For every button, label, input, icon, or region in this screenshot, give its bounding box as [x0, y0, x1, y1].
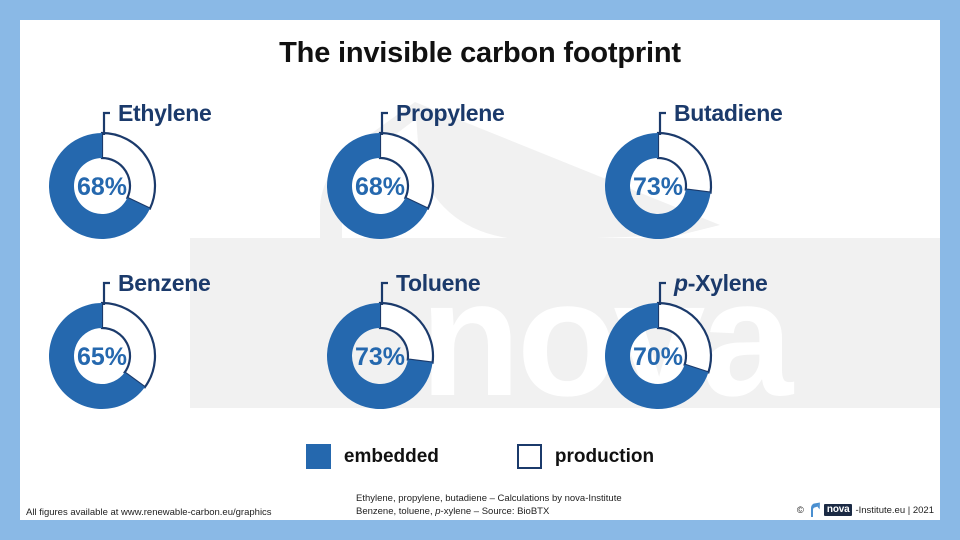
copyright-symbol: © — [796, 504, 804, 516]
donut-chart-p-xylene: 70% p-Xylene — [586, 270, 886, 433]
donut-slice-production — [378, 131, 435, 211]
nova-leaf-icon — [810, 502, 820, 517]
donut-chart-propylene: 68% Propylene — [308, 100, 608, 263]
donut-species-label: Ethylene — [118, 100, 212, 126]
footer-sources: Ethylene, propylene, butadiene – Calcula… — [356, 492, 622, 518]
donut-svg: 73% — [605, 111, 713, 239]
donut-leader-line — [102, 281, 110, 305]
donut-leader-line — [102, 111, 110, 135]
donut-chart-toluene: 73% Toluene — [308, 270, 608, 433]
donut-slice-embedded — [605, 133, 711, 239]
footer-graphics-url: All figures available at www.renewable-c… — [26, 507, 272, 518]
nova-wordmark: nova — [823, 504, 853, 516]
donut-species-label: Benzene — [118, 270, 211, 296]
donut-leader-line — [380, 111, 388, 135]
donut-chart-benzene: 65% Benzene — [30, 270, 330, 433]
donut-species-label: Propylene — [396, 100, 505, 126]
donut-slice-production — [656, 301, 713, 374]
donut-value-label: 65% — [77, 343, 127, 371]
donut-species-label: Toluene — [396, 270, 481, 296]
donut-svg: 68% — [48, 111, 157, 239]
source-line-1: Ethylene, propylene, butadiene – Calcula… — [356, 493, 622, 504]
donut-value-label: 73% — [355, 343, 405, 371]
donut-leader-line — [658, 111, 666, 135]
donut-slice-embedded — [327, 303, 433, 409]
donut-value-label: 70% — [633, 343, 683, 371]
donut-svg: 70% — [605, 281, 713, 409]
donut-slice-production — [378, 301, 435, 364]
donut-slice-embedded — [327, 133, 428, 239]
legend-item-production: production — [516, 444, 655, 469]
donut-svg: 73% — [327, 281, 435, 409]
donut-leader-line — [658, 281, 666, 305]
donut-slice-production — [100, 131, 157, 211]
donut-value-label: 68% — [77, 173, 127, 201]
source-line-2-prefix: Benzene, toluene, — [356, 506, 436, 517]
donut-svg: 68% — [327, 111, 435, 239]
donut-slice-embedded — [48, 133, 150, 239]
legend-label-embedded: embedded — [343, 445, 439, 467]
source-line-2-suffix: -xylene – Source: BioBTX — [440, 506, 550, 517]
page-title: The invisible carbon footprint — [279, 37, 681, 69]
donut-slice-embedded — [605, 303, 709, 409]
donut-species-label: p-Xylene — [674, 270, 768, 296]
donut-slice-embedded — [49, 303, 145, 409]
donut-value-label: 68% — [355, 173, 405, 201]
copyright-text: -Institute.eu | 2021 — [855, 504, 934, 516]
legend: embedded production — [20, 444, 940, 469]
donut-svg: 65% — [49, 281, 157, 409]
source-line-2-italic: p — [435, 506, 441, 517]
legend-swatch-production — [516, 444, 542, 469]
donut-chart-ethylene: 68% Ethylene — [30, 100, 330, 263]
source-line-2: Benzene, toluene, p-xylene – Source: Bio… — [356, 505, 622, 518]
donut-species-label: Butadiene — [674, 100, 783, 126]
poster-canvas: nova The invisible carbon footprint 68% E… — [20, 20, 940, 520]
legend-swatch-embedded — [305, 444, 331, 469]
species-label-italic-prefix: p — [674, 270, 688, 296]
donut-leader-line — [380, 281, 388, 305]
donut-slice-production — [100, 301, 157, 389]
footer-copyright: © nova -Institute.eu | 2021 — [797, 502, 934, 518]
legend-item-embedded: embedded — [305, 444, 439, 469]
donut-chart-butadiene: 73% Butadiene — [586, 100, 886, 263]
legend-label-production: production — [554, 445, 655, 467]
donut-value-label: 73% — [633, 173, 683, 201]
nova-institute-logo: nova — [807, 502, 853, 518]
donut-slice-production — [656, 131, 713, 194]
